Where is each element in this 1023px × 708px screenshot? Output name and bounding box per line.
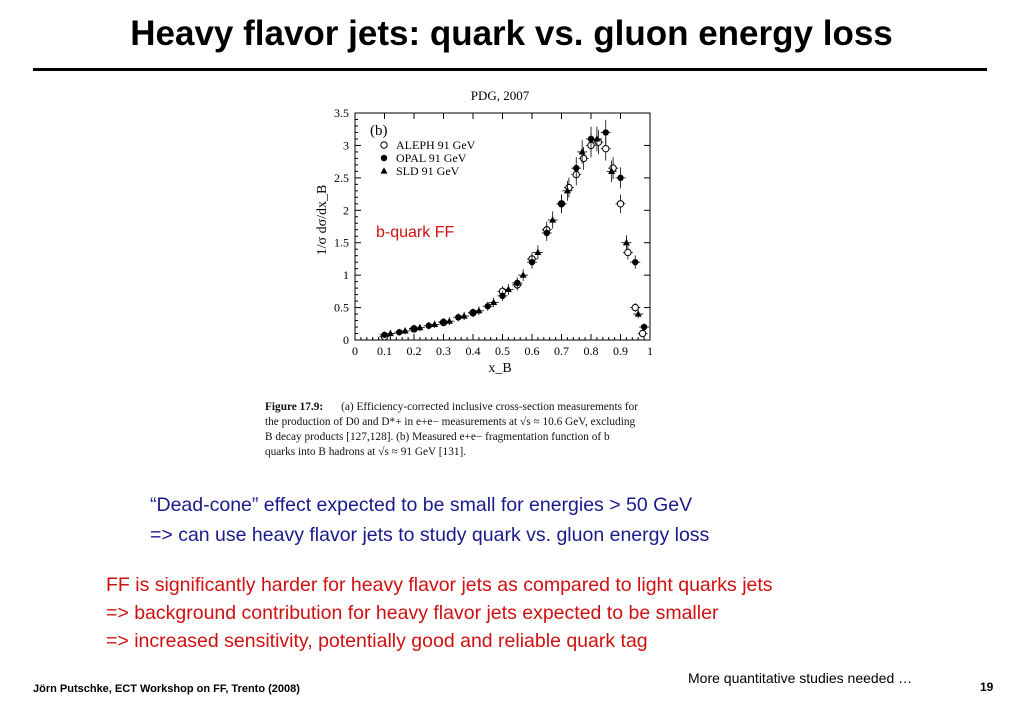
data-point-filled-triangle [549,216,557,223]
y-tick-label: 1.5 [334,236,349,250]
data-point-filled-circle [558,200,565,207]
data-point-filled-circle [425,322,432,329]
data-point-filled-triangle [386,329,394,337]
data-point-filled-circle [587,135,595,143]
data-point-filled-circle [640,323,648,331]
figure-caption: Figure 17.9: (a) Efficiency-corrected inc… [265,400,715,460]
data-point-filled-circle [499,292,506,300]
data-point-filled-circle [602,129,609,136]
red-bullet-2: => background contribution for heavy fla… [106,602,719,624]
data-point-open-circle [624,248,632,257]
data-point-filled-triangle [578,148,586,155]
y-tick-label: 2 [343,203,349,217]
legend-entry: ALEPH 91 GeV [396,138,476,152]
caption-line: the production of D0 and D*+ in e+e− mea… [265,416,636,428]
x-tick-label: 0 [352,344,358,358]
data-point-open-circle [631,303,639,312]
data-point-filled-triangle [634,310,642,317]
data-point-filled-circle [632,258,639,266]
caption-label: Figure 17.9: [265,401,324,413]
blue-bullet-1: “Dead-cone” effect expected to be small … [150,494,693,516]
y-tick-label: 0 [343,333,349,347]
caption-line: quarks into B hadrons at √s ≈ 91 GeV [13… [265,446,467,458]
figure-source: PDG, 2007 [470,88,530,103]
data-point-filled-triangle [445,317,453,324]
y-tick-label: 1 [343,268,349,282]
data-point-filled-triangle [460,312,468,319]
y-tick-label: 0.5 [334,301,349,315]
plot-markers [379,119,650,341]
blue-bullet-2: => can use heavy flavor jets to study qu… [150,524,710,546]
y-axis-label: 1/σ dσ/dx_B [315,185,330,256]
legend-entry: SLD 91 GeV [396,164,460,178]
data-point-filled-circle [514,279,521,287]
caption-line: (a) Efficiency-corrected inclusive cross… [341,401,638,413]
data-point-filled-triangle [593,135,601,142]
legend-entry: OPAL 91 GeV [396,151,467,165]
red-bullet-3: => increased sensitivity, potentially go… [106,630,648,652]
data-point-filled-triangle [563,187,571,194]
y-tick-label: 3 [343,138,349,152]
data-point-filled-circle [440,318,447,326]
title-underline [33,68,987,71]
b-quark-ff-label: b-quark FF [376,224,454,241]
data-point-filled-triangle [401,327,409,334]
page-number: 19 [980,680,994,694]
data-point-filled-circle [410,325,418,332]
data-point-filled-circle [573,164,580,172]
data-point-filled-triangle [608,167,616,174]
slide-title: Heavy flavor jets: quark vs. gluon energ… [130,14,893,53]
data-point-open-circle [579,154,588,163]
legend-marker [380,154,388,162]
x-tick-label: 0.8 [584,344,599,358]
x-tick-label: 0.3 [436,344,451,358]
x-tick-label: 0.6 [525,344,540,358]
data-point-filled-triangle [519,271,527,278]
fragmentation-function-plot: 0 0.1 0.2 0.3 0.4 0.5 0.6 0.7 0.8 0.9 1 0 0.5 1 1.5 2 2.… [315,106,653,376]
data-point-filled-circle [455,314,462,321]
data-point-filled-triangle [504,285,512,293]
x-tick-label: 0.2 [407,344,422,358]
data-point-filled-circle [396,329,403,336]
x-axis-label: x_B [488,361,511,376]
data-point-open-circle [638,329,647,338]
legend-marker [380,167,388,174]
y-tick-label: 2.5 [334,171,349,185]
y-tick-label: 3.5 [334,106,349,120]
panel-label: (b) [370,123,388,139]
data-point-filled-triangle [490,298,498,305]
data-point-filled-triangle [416,323,424,331]
x-tick-label: 0.5 [495,344,510,358]
plot-axes: 0 0.1 0.2 0.3 0.4 0.5 0.6 0.7 0.8 0.9 1 0 0.5 1 1.5 2 2.… [334,106,653,358]
footer-note: More quantitative studies needed … [688,670,913,686]
data-point-filled-circle [528,258,536,266]
x-tick-label: 0.7 [554,344,569,358]
data-point-filled-triangle [622,238,630,246]
data-point-open-circle [602,144,610,153]
data-point-filled-triangle [431,320,439,328]
data-point-filled-circle [617,174,624,182]
x-tick-label: 0.4 [466,344,481,358]
data-point-filled-circle [543,229,550,237]
data-point-filled-circle [484,303,491,310]
data-point-filled-triangle [475,307,483,314]
data-point-filled-triangle [534,248,542,256]
x-tick-label: 0.9 [613,344,628,358]
legend-marker [380,141,388,149]
caption-line: B decay products [127,128]. (b) Measured… [265,431,610,443]
data-point-open-circle [616,200,625,208]
x-tick-label: 1 [647,344,653,358]
data-point-filled-circle [381,331,388,339]
red-bullet-1: FF is significantly harder for heavy fla… [106,574,773,596]
x-tick-label: 0.1 [377,344,392,358]
footer-author: Jörn Putschke, ECT Workshop on FF, Trent… [33,683,300,695]
